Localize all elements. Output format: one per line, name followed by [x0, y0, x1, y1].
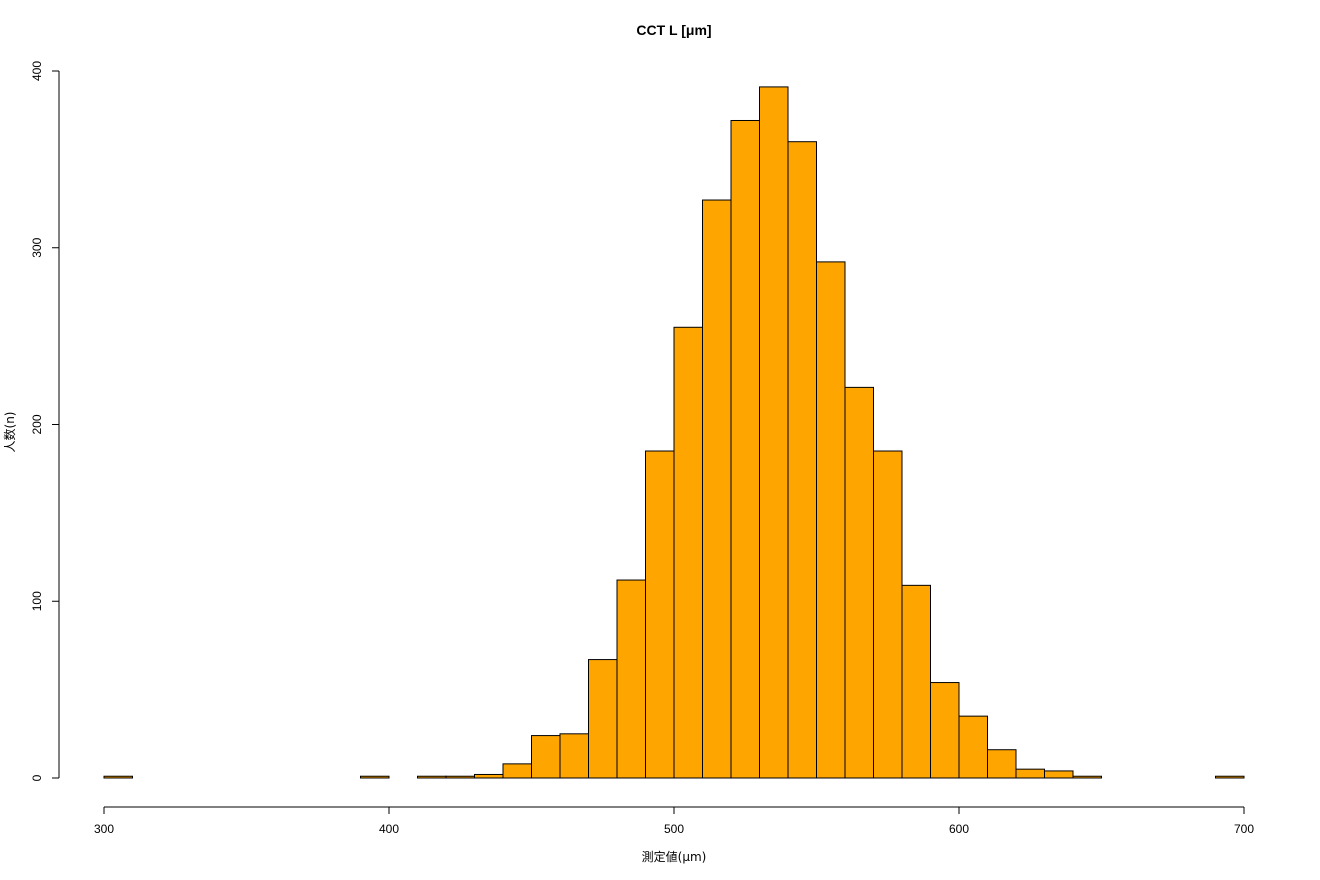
histogram-bar	[844, 386, 874, 779]
histogram-bar	[588, 659, 618, 779]
y-axis: 0 100 200 300 400	[30, 61, 60, 781]
x-axis: 300 400 500 600 700	[94, 806, 1254, 836]
y-tick-label: 300	[30, 237, 44, 257]
y-tick-label: 100	[30, 591, 44, 611]
histogram-bar	[474, 773, 504, 779]
histogram-bar	[1072, 775, 1102, 779]
histogram-bar	[759, 86, 789, 779]
x-tick-label: 300	[94, 822, 114, 836]
x-tick-label: 700	[1234, 822, 1254, 836]
histogram-bar	[1015, 768, 1045, 779]
histogram-bars	[103, 86, 1245, 779]
histogram-bar	[673, 326, 703, 779]
x-tick-label: 600	[949, 822, 969, 836]
histogram-bar	[787, 141, 817, 779]
histogram-bar	[901, 584, 931, 779]
histogram-bar	[103, 775, 133, 779]
histogram-bar	[645, 450, 675, 779]
histogram-bar	[730, 119, 760, 779]
histogram-bar	[531, 735, 561, 779]
chart-title: CCT L [μm]	[636, 22, 711, 38]
y-tick-label: 200	[30, 414, 44, 434]
histogram-bar	[873, 450, 903, 779]
histogram-bar	[360, 775, 390, 779]
y-tick-label: 400	[30, 61, 44, 81]
histogram-bar	[1215, 775, 1245, 779]
histogram-bar	[616, 579, 646, 779]
histogram-bar	[702, 199, 732, 779]
x-tick-label: 400	[379, 822, 399, 836]
histogram-bar	[1044, 770, 1074, 779]
histogram-bar	[417, 775, 447, 779]
histogram-bar	[958, 715, 988, 779]
x-axis-label: 測定値(μm)	[642, 849, 707, 864]
x-tick-label: 500	[664, 822, 684, 836]
histogram-bar	[502, 763, 532, 779]
histogram-bar	[930, 682, 960, 779]
histogram-bar	[816, 261, 846, 779]
y-axis-label: 人数(n)	[2, 412, 17, 453]
histogram-bar	[445, 775, 475, 779]
histogram-bar	[987, 749, 1017, 779]
y-tick-label: 0	[30, 774, 44, 781]
histogram-bar	[559, 733, 589, 779]
